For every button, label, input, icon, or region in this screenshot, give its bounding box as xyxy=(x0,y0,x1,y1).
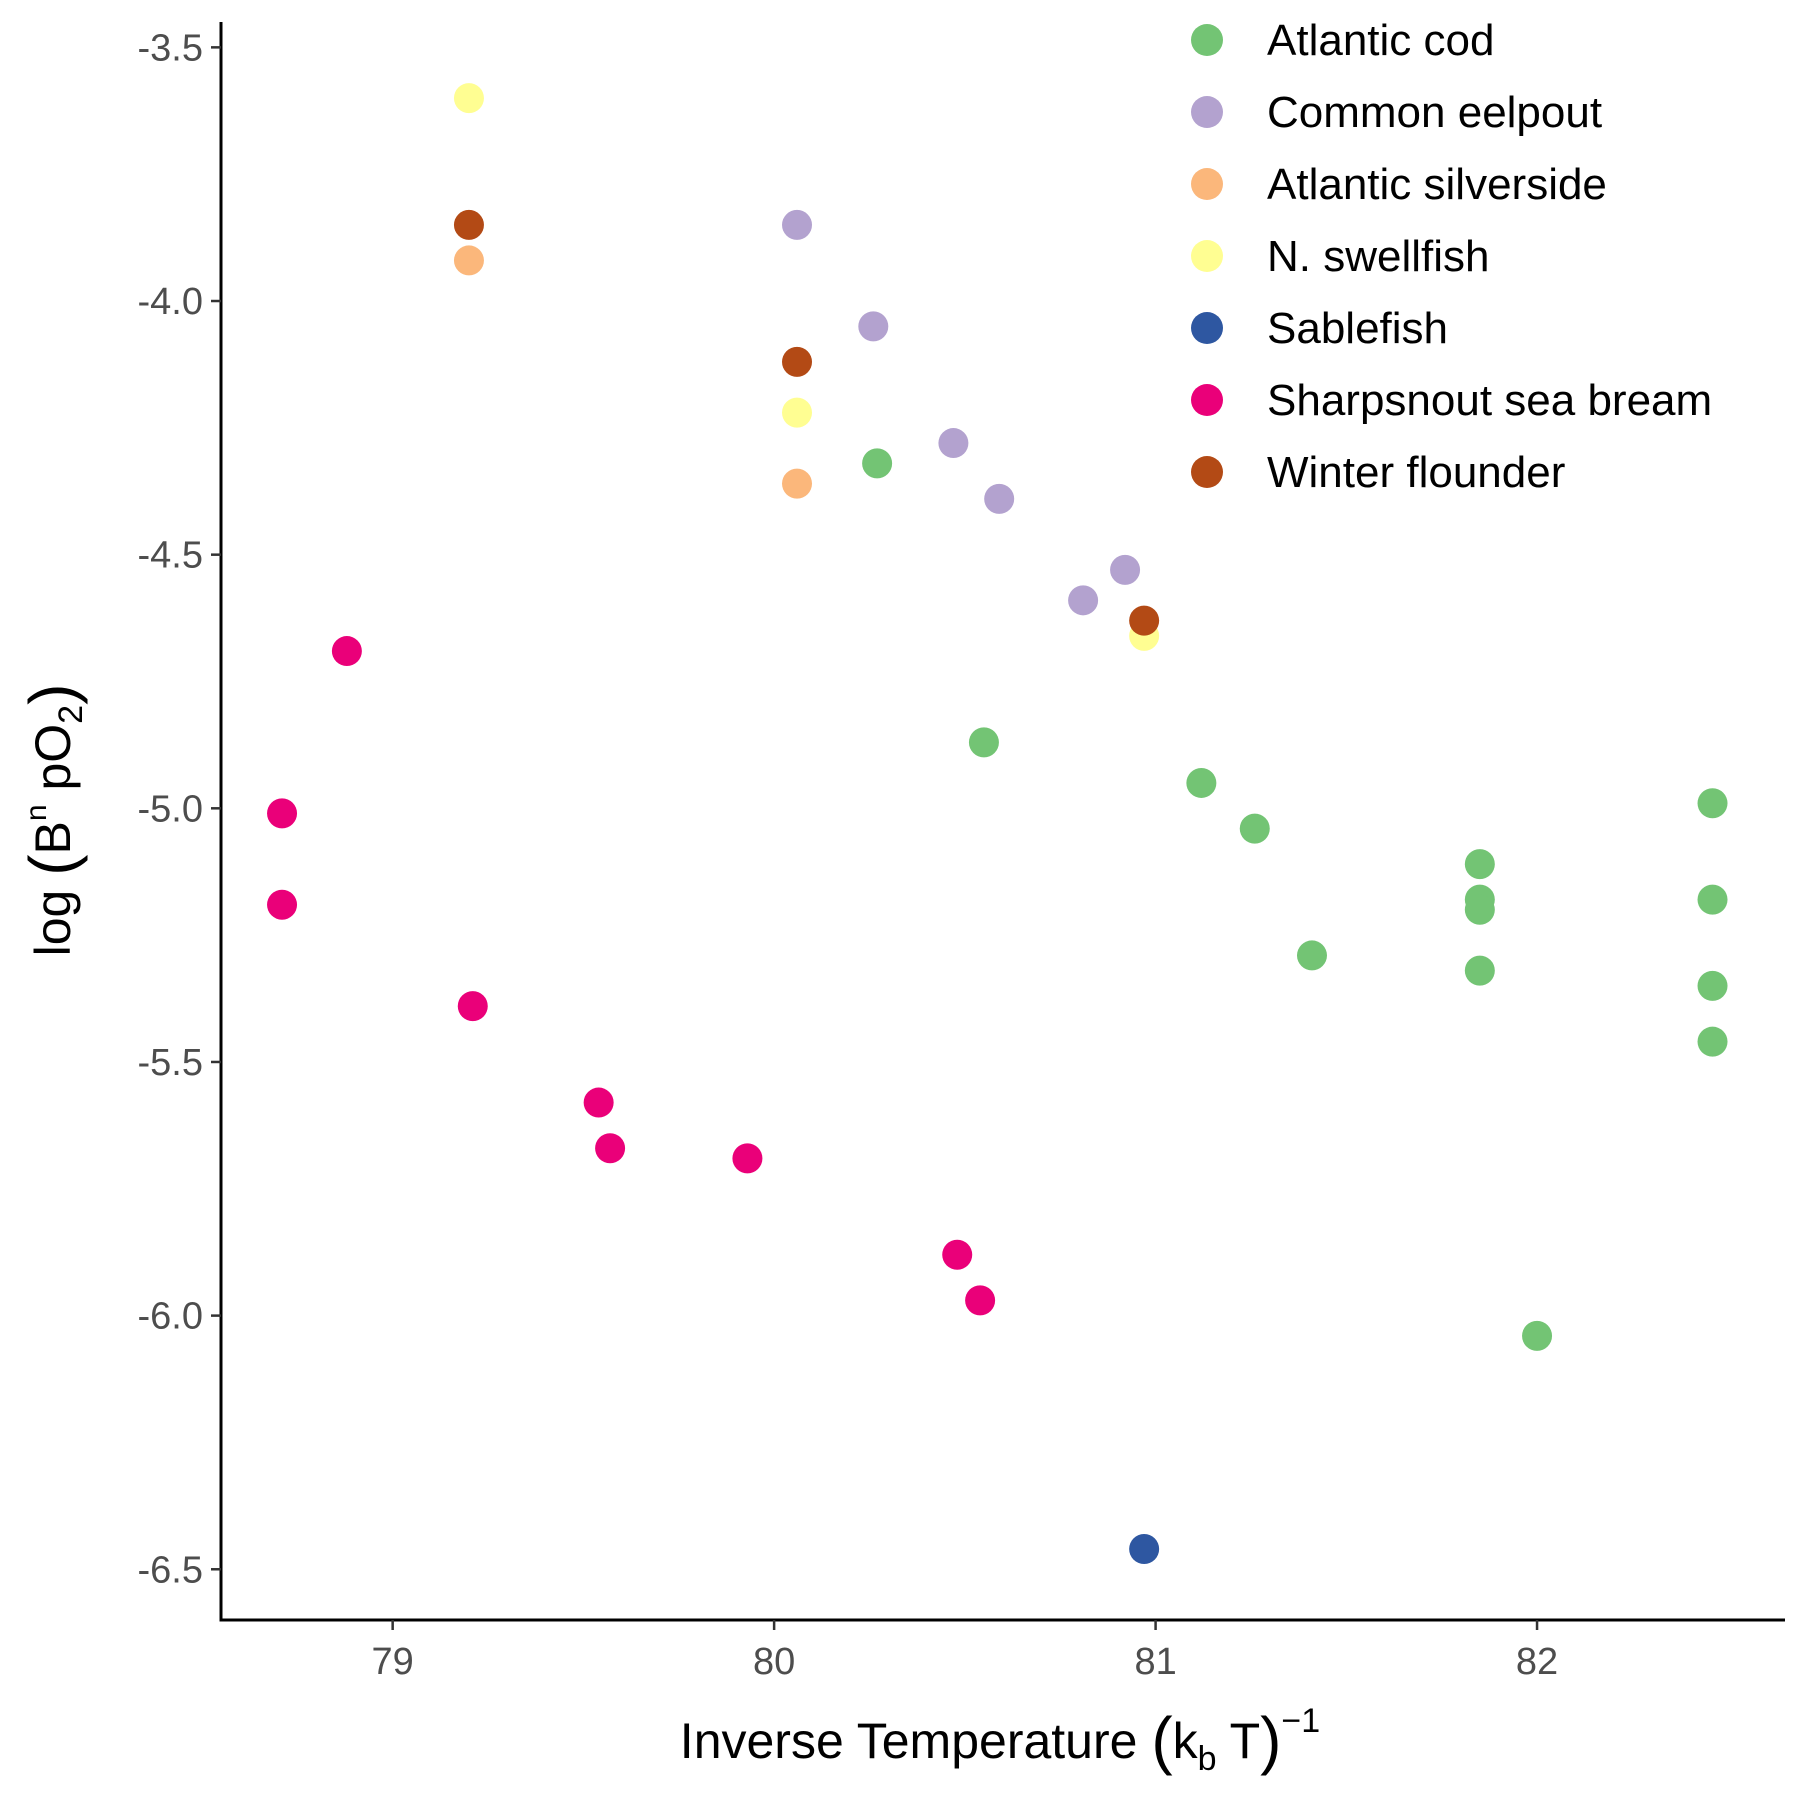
legend-key xyxy=(1191,240,1223,272)
data-point-winter-flounder xyxy=(782,346,813,377)
data-point-common-eelpout xyxy=(984,483,1015,514)
y-tick-label: -3.5 xyxy=(138,27,203,69)
data-point-sharpsnout-sea-bream xyxy=(595,1133,626,1164)
legend-key xyxy=(1191,168,1223,200)
data-point-sharpsnout-sea-bream xyxy=(331,636,362,667)
legend-label: Atlantic silverside xyxy=(1267,160,1607,209)
data-point-atlantic-cod xyxy=(1186,767,1217,798)
x-axis-title: Inverse Temperature (kb T)−1 xyxy=(680,1702,1320,1778)
data-point-winter-flounder xyxy=(1129,605,1160,636)
y-tick-label: -5.5 xyxy=(138,1042,203,1084)
y-tick-label: -6.5 xyxy=(138,1549,203,1591)
legend-label: Sharpsnout sea bream xyxy=(1267,376,1712,425)
data-point-atlantic-cod xyxy=(1697,884,1728,915)
y-axis-title: log (Bn pO2) xyxy=(16,684,90,957)
legend-label: Winter flounder xyxy=(1267,448,1565,497)
data-point-atlantic-cod xyxy=(1697,788,1728,819)
data-point-atlantic-cod xyxy=(1464,849,1495,880)
data-point-common-eelpout xyxy=(938,428,969,459)
x-tick-label: 82 xyxy=(1516,1641,1558,1683)
data-point-sharpsnout-sea-bream xyxy=(942,1239,973,1270)
y-tick-label: -6.0 xyxy=(138,1296,203,1338)
data-point-atlantic-cod xyxy=(1464,955,1495,986)
data-point-atlantic-cod xyxy=(1522,1320,1553,1351)
data-point-winter-flounder xyxy=(453,209,484,240)
data-point-common-eelpout xyxy=(858,311,889,342)
legend-label: Atlantic cod xyxy=(1267,16,1494,65)
data-point-sharpsnout-sea-bream xyxy=(965,1285,996,1316)
data-point-atlantic-cod xyxy=(1697,1026,1728,1057)
data-point-common-eelpout xyxy=(1068,585,1099,616)
y-tick-label: -4.5 xyxy=(138,535,203,577)
legend-label: N. swellfish xyxy=(1267,232,1490,281)
data-point-atlantic-cod xyxy=(968,727,999,758)
legend-key xyxy=(1191,384,1223,416)
data-point-sharpsnout-sea-bream xyxy=(267,798,298,829)
data-point-n-swellfish xyxy=(782,397,813,428)
legend-label: Sablefish xyxy=(1267,304,1448,353)
legend-key xyxy=(1191,24,1223,56)
plot-points xyxy=(267,83,1728,1564)
legend-key xyxy=(1191,312,1223,344)
data-point-atlantic-cod xyxy=(1697,970,1728,1001)
y-ticks: -3.5 -4.0 -4.5 -5.0 -5.5 -6.0 -6.5 xyxy=(138,27,221,1591)
y-tick-label: -5.0 xyxy=(138,788,203,830)
data-point-atlantic-cod xyxy=(1296,940,1327,971)
data-point-atlantic-silverside xyxy=(782,468,813,499)
data-point-sharpsnout-sea-bream xyxy=(583,1087,614,1118)
legend: Atlantic cod Common eelpout Atlantic silve… xyxy=(1191,16,1712,497)
x-tick-label: 79 xyxy=(372,1641,414,1683)
data-point-atlantic-silverside xyxy=(453,245,484,276)
data-point-atlantic-cod xyxy=(1239,813,1270,844)
x-tick-label: 80 xyxy=(753,1641,795,1683)
y-tick-label: -4.0 xyxy=(138,281,203,323)
data-point-common-eelpout xyxy=(782,209,813,240)
data-point-sharpsnout-sea-bream xyxy=(267,889,298,920)
data-point-common-eelpout xyxy=(1110,554,1141,585)
legend-key xyxy=(1191,96,1223,128)
legend-key xyxy=(1191,456,1223,488)
x-tick-label: 81 xyxy=(1134,1641,1176,1683)
legend-label: Common eelpout xyxy=(1267,88,1602,137)
data-point-atlantic-cod xyxy=(1464,894,1495,925)
data-point-atlantic-cod xyxy=(862,448,893,479)
data-point-sharpsnout-sea-bream xyxy=(457,991,488,1022)
x-ticks: 79 80 81 82 xyxy=(372,1620,1558,1683)
data-point-sablefish xyxy=(1129,1533,1160,1564)
data-point-sharpsnout-sea-bream xyxy=(732,1143,763,1174)
data-point-n-swellfish xyxy=(453,83,484,114)
